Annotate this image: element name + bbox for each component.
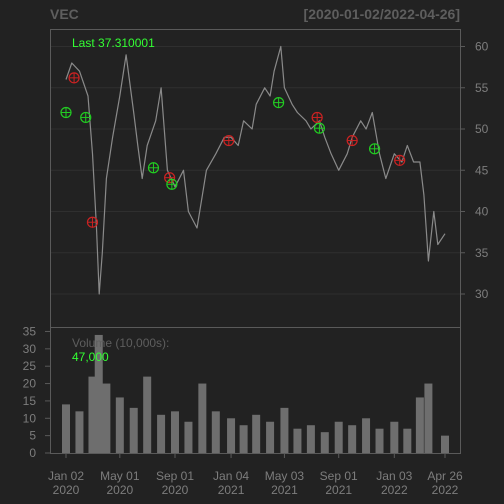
volume-bar: [115, 397, 124, 453]
volume-bar: [320, 432, 329, 453]
date-tick-label: Sep 01: [156, 469, 194, 483]
volume-bar: [198, 383, 207, 453]
price-line: [65, 45, 446, 295]
volume-bar: [227, 418, 236, 453]
volume-bar: [102, 383, 111, 453]
volume-bar: [415, 397, 424, 453]
date-tick-label: Sep 01: [320, 469, 358, 483]
price-tick-label: 40: [475, 205, 489, 219]
volume-bar: [403, 428, 412, 453]
trade-signals: [60, 72, 406, 228]
volume-axis: 0 5 10 15 20 25 30 35: [23, 324, 50, 460]
date-tick-year: 2020: [53, 483, 80, 497]
date-tick-year: 2022: [381, 483, 408, 497]
volume-panel-frame: [50, 327, 461, 454]
volume-bar: [170, 411, 179, 453]
volume-bar: [441, 435, 449, 453]
date-tick-label: Jan 03: [376, 469, 412, 483]
price-tick-label: 55: [475, 81, 489, 95]
price-tick-label: 35: [475, 246, 489, 260]
volume-bar: [94, 334, 103, 453]
volume-bar: [211, 411, 220, 453]
price-panel-frame: [50, 29, 461, 328]
volume-bar: [293, 428, 302, 453]
volume-tick-label: 30: [23, 342, 37, 356]
volume-tick-label: 5: [29, 429, 36, 443]
volume-bar: [306, 425, 315, 453]
volume-bar: [88, 376, 97, 453]
volume-bar: [362, 418, 371, 453]
volume-bar: [239, 425, 248, 453]
price-tick-label: 60: [475, 40, 489, 54]
volume-tick-label: 15: [23, 394, 37, 408]
date-tick-label: May 01: [100, 469, 140, 483]
volume-bar: [266, 421, 275, 453]
price-tick-label: 50: [475, 122, 489, 136]
date-tick-year: 2022: [432, 483, 459, 497]
volume-bar: [375, 428, 384, 453]
volume-bar: [390, 421, 399, 453]
volume-label: Volume (10,000s):: [72, 336, 169, 350]
volume-bar: [280, 407, 289, 453]
volume-tick-label: 0: [29, 446, 36, 460]
last-price-annotation: Last 37.310001: [72, 36, 155, 50]
volume-bar: [157, 414, 166, 453]
price-axis: 30 35 40 45 50 55 60: [460, 40, 489, 301]
date-tick-label: Apr 26: [427, 469, 463, 483]
date-tick-label: Jan 04: [213, 469, 249, 483]
date-tick-year: 2021: [325, 483, 352, 497]
volume-tick-label: 20: [23, 377, 37, 391]
volume-bar: [184, 421, 193, 453]
date-tick-year: 2020: [106, 483, 133, 497]
price-grid: [51, 46, 460, 295]
volume-bar: [129, 407, 138, 453]
price-tick-label: 45: [475, 163, 489, 177]
chart-title: VEC: [50, 6, 79, 22]
date-tick-label: Jan 02: [48, 469, 84, 483]
date-tick-label: May 03: [265, 469, 305, 483]
volume-bar: [143, 376, 152, 453]
date-tick-year: 2020: [162, 483, 189, 497]
volume-tick-label: 35: [23, 324, 37, 338]
date-tick-year: 2021: [271, 483, 298, 497]
volume-tick-label: 10: [23, 411, 37, 425]
price-series: [65, 45, 446, 295]
volume-bar: [334, 421, 343, 453]
volume-tick-label: 25: [23, 359, 37, 373]
volume-bar: [348, 425, 357, 453]
volume-bar: [75, 411, 84, 453]
volume-last-value: 47,000: [72, 350, 109, 364]
volume-bar: [424, 383, 433, 453]
volume-bar: [62, 404, 70, 453]
date-range: [2020-01-02/2022-04-26]: [304, 6, 460, 22]
date-tick-year: 2021: [218, 483, 245, 497]
volume-bar: [252, 414, 261, 453]
volume-bars: [62, 334, 449, 453]
price-tick-label: 30: [475, 287, 489, 301]
